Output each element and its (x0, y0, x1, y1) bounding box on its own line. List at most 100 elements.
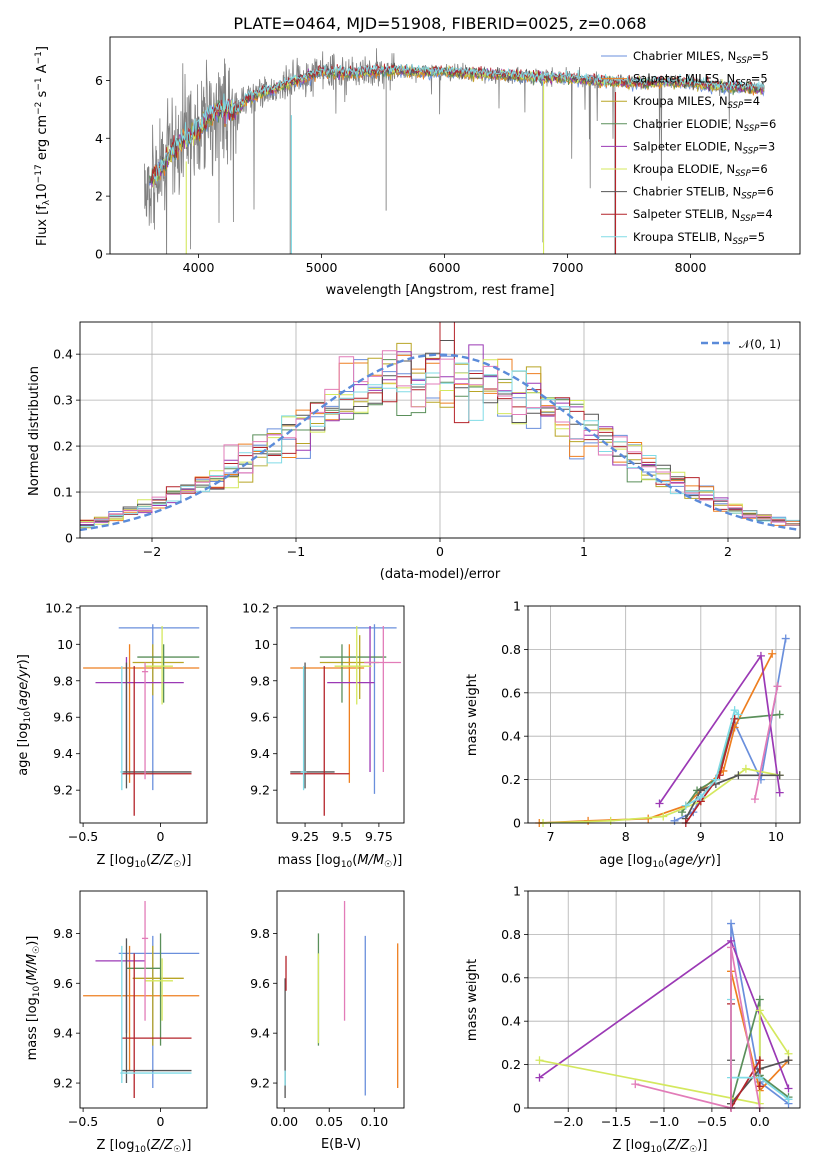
weight-series-point (734, 710, 743, 719)
model-spectrum (152, 63, 765, 184)
y-tick-label: 10 (57, 637, 73, 652)
x-tick-label: 0 (436, 544, 444, 559)
x-tick-label: 0.0 (750, 1114, 770, 1129)
weight-series-point (681, 801, 690, 810)
age-z-ylabel: age [log10(age/yr)] (16, 654, 33, 776)
residuals-axes: −2 −1 0 1 2 0 0.1 0.2 0.3 0.4 (53, 321, 801, 559)
weight-series-point (711, 775, 720, 784)
weight-series-point (768, 649, 777, 658)
y-tick-label: 10.2 (242, 600, 270, 615)
weight-series-point (655, 799, 664, 808)
weight-vs-z-panel: −2.0 −1.5 −1.0 −0.5 0.0 0 0.2 0.4 0.6 0.8 1 (501, 884, 801, 1129)
weight-series-point (755, 1006, 764, 1015)
x-tick-label: 0 (157, 829, 165, 844)
y-tick-label: 0.6 (501, 970, 521, 985)
figure-title: PLATE=0464, MJD=51908, FIBERID=0025, z=0… (233, 14, 646, 33)
y-tick-label: 9.4 (53, 746, 73, 761)
x-tick-label: 9.25 (291, 829, 319, 844)
age-vs-z-panel: −0.5 0 9.2 9.4 9.6 9.8 10 10.2 (45, 600, 208, 844)
residuals-legend: 𝒩(0, 1) (701, 337, 781, 351)
x-tick-label: 7 (547, 829, 555, 844)
weight-series-point (727, 919, 736, 928)
weight-series-point (670, 816, 679, 825)
x-tick-label: −2.0 (553, 1114, 583, 1129)
x-tick-label: 6000 (429, 260, 461, 275)
legend-label: Chabrier MILES, NSSP=5 (633, 49, 769, 66)
y-tick-label: 9.8 (53, 673, 73, 688)
axes-frame (527, 605, 801, 824)
y-tick-label: 0 (513, 816, 521, 831)
legend-label: Salpeter STELIB, NSSP=4 (633, 207, 773, 224)
x-tick-label: −1 (287, 544, 305, 559)
x-tick-label: 9.5 (332, 829, 352, 844)
y-tick-label: 0.3 (53, 393, 73, 408)
y-tick-label: 0.1 (53, 485, 73, 500)
x-tick-label: 0.10 (360, 1114, 388, 1129)
y-tick-label: 9.2 (53, 1076, 73, 1091)
y-tick-label: 9.2 (53, 783, 73, 798)
mass-vs-z-panel: −0.5 0 9.2 9.4 9.6 9.8 (53, 890, 208, 1129)
axes-frame (276, 890, 405, 1109)
spectrum-legend: Chabrier MILES, NSSP=5 Salpeter MILES, NS… (601, 49, 776, 247)
y-tick-label: 1 (513, 884, 521, 899)
spectrum-panel: 4000 5000 6000 7000 8000 0 2 4 6 Chabrier MILES,… (34, 36, 801, 298)
y-tick-label: 0.8 (501, 927, 521, 942)
mass-vs-ebv-panel: 0.00 0.05 0.10 9.2 9.4 9.6 9.8 (250, 890, 405, 1129)
mass-z-xlabel: Z [log10(Z/Z☉)] (97, 1138, 192, 1155)
weight-series-point (535, 1073, 544, 1082)
y-tick-label: 1 (513, 599, 521, 614)
x-tick-label: 0.05 (315, 1114, 343, 1129)
weight-series-line (635, 947, 761, 1110)
axes-frame (109, 36, 801, 255)
weight-series-point (775, 788, 784, 797)
residuals-xlabel: (data-model)/error (380, 567, 501, 582)
x-tick-label: 9.75 (365, 829, 393, 844)
legend-label: Chabrier STELIB, NSSP=6 (633, 185, 774, 202)
spectrum-axes: 4000 5000 6000 7000 8000 0 2 4 6 (95, 36, 801, 275)
weight-series-point (631, 1080, 640, 1089)
x-tick-label: −0.5 (697, 1114, 727, 1129)
y-tick-label: 9.4 (250, 1026, 270, 1041)
y-tick-label: 9.2 (250, 783, 270, 798)
weight-series-point (741, 764, 750, 773)
x-tick-label: 8000 (675, 260, 707, 275)
weight-series-line (542, 767, 780, 824)
y-tick-label: 0.2 (501, 772, 521, 787)
y-tick-label: 9.6 (250, 976, 270, 991)
weight-series-point (659, 812, 668, 821)
weight-age-xlabel: age [log10(age/yr)] (599, 853, 721, 870)
x-tick-label: 8 (622, 829, 630, 844)
weight-series-point (775, 771, 784, 780)
weight-series-point (755, 1056, 764, 1065)
y-tick-label: 0 (513, 1101, 521, 1116)
legend-label: Kroupa MILES, NSSP=4 (633, 94, 760, 111)
y-tick-label: 2 (95, 189, 103, 204)
y-tick-label: 0 (95, 247, 103, 262)
weight-series-point (755, 1073, 764, 1082)
residual-histogram (80, 322, 800, 522)
age-mass-xlabel: mass [log10(M/M☉)] (278, 853, 403, 870)
weight-series-point (750, 795, 759, 804)
weight-age-ylabel: mass weight (465, 674, 480, 756)
residuals-ylabel: Normed distribution (27, 366, 42, 496)
spectrum-xlabel: wavelength [Angstrom, rest frame] (326, 283, 555, 298)
gaussian-curve (80, 353, 800, 532)
x-tick-label: 0.00 (270, 1114, 298, 1129)
x-tick-label: −1.5 (601, 1114, 631, 1129)
weight-series-point (727, 943, 736, 952)
legend-label: Salpeter ELODIE, NSSP=3 (633, 139, 775, 156)
weight-series-point (781, 634, 790, 643)
y-tick-label: 9.6 (53, 976, 73, 991)
y-tick-label: 0.4 (501, 729, 521, 744)
x-tick-label: −1.0 (649, 1114, 679, 1129)
legend-label: Chabrier ELODIE, NSSP=6 (633, 117, 776, 134)
y-tick-label: 4 (95, 131, 103, 146)
x-tick-label: −0.5 (68, 1114, 98, 1129)
weight-z-xlabel: Z [log10(Z/Z☉)] (613, 1138, 708, 1155)
weight-series-point (535, 1056, 544, 1065)
y-tick-label: 0.2 (501, 1057, 521, 1072)
weight-series-point (773, 682, 782, 691)
weight-series-point (755, 995, 764, 1004)
weight-series-point (756, 651, 765, 660)
